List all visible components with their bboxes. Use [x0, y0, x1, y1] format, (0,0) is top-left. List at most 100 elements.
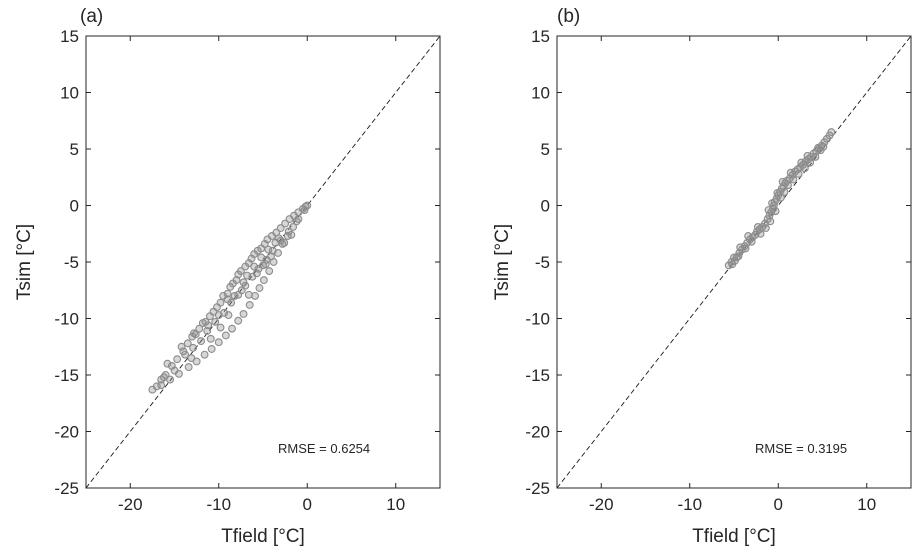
panel-b-data-point-73	[736, 243, 745, 252]
panel-a-data-point-18	[223, 289, 232, 298]
panel-a-x-ticks: -20 -10 0 10	[118, 36, 405, 514]
panel-b-y-tick-label: -5	[535, 253, 550, 272]
panel-a-data-point-92	[159, 373, 168, 382]
panel-b-data-point-72	[744, 232, 753, 240]
panel-a-data-point-102	[224, 311, 233, 320]
panel-a-data-point-83	[257, 253, 266, 262]
panel-b-data-point-69	[819, 142, 828, 151]
panel-b-y-tick-label: 15	[531, 27, 550, 46]
panel-a-y-axis-label: Tsim [°C]	[14, 224, 35, 300]
panel-b-x-ticks: -20 -10 0 10	[589, 36, 876, 514]
panel-b-y-tick-label: -25	[525, 479, 550, 498]
panel-b-data-point-63	[773, 189, 782, 198]
panel-b-data-point-58	[800, 164, 809, 173]
panel-b: (b) -20 -10 0 10 15 10 5 0 -5 -10 -15 -20 -25 Tfiel…	[492, 6, 912, 547]
panel-a-data-point-93	[177, 342, 186, 351]
panel-b-y-tick-label: -15	[525, 366, 550, 385]
panel-b-data-point-71	[753, 223, 762, 231]
panel-b-y-tick-label: -10	[525, 310, 550, 329]
panel-b-data-point-45	[771, 207, 780, 216]
panel-b-label: (b)	[557, 6, 580, 27]
panel-b-y-ticks: 15 10 5 0 -5 -10 -15 -20 -25	[525, 27, 911, 498]
panel-a-data-point-80	[292, 217, 301, 226]
panel-a-data-point-90	[181, 350, 190, 359]
panel-b-data-point-59	[806, 158, 815, 167]
panel-b-x-axis-label: Tfield [°C]	[692, 526, 776, 547]
panel-a-data-point-82	[250, 262, 259, 271]
panel-a-x-axis-label: Tfield [°C]	[221, 526, 305, 547]
panel-a-y-tick-label: -20	[54, 423, 79, 442]
panel-b-y-tick-label: 0	[541, 197, 550, 216]
panel-b-data-point-60	[811, 152, 820, 161]
panel-a-data-point-65	[157, 381, 166, 390]
panel-a-data-point-100	[252, 269, 261, 278]
panel-a-data-point-107	[244, 290, 253, 299]
panel-a-data-point-16	[216, 298, 225, 307]
panel-a-rmse-annotation: RMSE = 0.6254	[278, 441, 370, 456]
panel-b-x-tick-label: -10	[677, 495, 702, 514]
panel-a-data-point-53	[245, 300, 254, 309]
panel-b-data-point-66	[803, 151, 812, 160]
panel-b-data-point-57	[794, 169, 803, 178]
panel-b-y-axis-label: Tsim [°C]	[492, 224, 513, 300]
panel-a-data-point-109	[274, 234, 283, 243]
panel-b-x-tick-label: -20	[589, 495, 614, 514]
panel-a-data-point-87	[223, 295, 232, 304]
panel-b-data-point-48	[756, 229, 765, 238]
panel-a-data-point-55	[234, 316, 243, 325]
panel-a-x-tick-label: -10	[206, 495, 231, 514]
panel-b-data-point-56	[789, 175, 798, 184]
panel-b-data-point-65	[797, 158, 806, 167]
panel-a-data-point-99	[267, 252, 275, 261]
panel-a-data-point-103	[216, 323, 225, 332]
panel-b-y-tick-label: 10	[531, 84, 550, 103]
panel-b-data-point-49	[747, 237, 756, 246]
panel-a-data-point-81	[243, 271, 252, 280]
panel-a-label: (a)	[80, 6, 103, 27]
panel-a-data-point-42	[300, 206, 309, 214]
panel-a-data-point-105	[239, 278, 248, 287]
panel-a-data-point-7	[183, 339, 192, 348]
panel-a-data-point-97	[280, 238, 289, 247]
panel-a-data-point-69	[211, 317, 220, 326]
panel-a-data-point-101	[237, 286, 246, 295]
panel-a-data-point-59	[207, 345, 216, 353]
panel-a-data-point-86	[230, 291, 239, 300]
panel-b-data-point-70	[764, 206, 773, 214]
panel-b-data-point-54	[780, 187, 789, 196]
panel-b-data-point-44	[827, 128, 836, 137]
panel-a-data-point-68	[203, 326, 212, 335]
panel-a-data-point-56	[228, 324, 236, 333]
panel-a-y-tick-label: 5	[70, 140, 79, 159]
panel-b-points	[724, 128, 836, 270]
panel-a-data-point-49	[265, 267, 274, 275]
panel-a-data-point-57	[221, 331, 230, 340]
panel-a-data-point-60	[200, 350, 209, 359]
panel-a-x-tick-label: 0	[303, 495, 312, 514]
panel-b-data-point-46	[766, 217, 775, 226]
panel-b-rmse-annotation: RMSE = 0.3195	[755, 441, 847, 456]
panel-b-y-tick-label: 5	[541, 140, 550, 159]
panel-b-y-tick-label: -20	[525, 423, 550, 442]
panel-a-data-point-94	[190, 329, 198, 338]
panel-a-y-tick-label: -15	[54, 366, 79, 385]
panel-b-data-point-64	[768, 199, 777, 208]
panel-b-data-point-62	[778, 177, 787, 186]
panel-a-data-point-62	[184, 363, 193, 372]
panel-a-data-point-67	[197, 337, 206, 346]
panel-a-data-point-91	[170, 366, 179, 375]
panel-a-data-point-54	[239, 310, 248, 318]
panel-a-data-point-84	[264, 245, 273, 254]
panel-a-data-point-98	[287, 230, 296, 239]
panel-a-data-point-95	[163, 359, 172, 368]
panel-a-data-point-21	[232, 276, 241, 285]
panel-b-data-point-74	[730, 256, 739, 265]
panel-a-data-point-58	[214, 338, 223, 347]
panel-a-y-tick-label: -5	[64, 253, 79, 272]
panel-a-x-tick-label: -20	[118, 495, 143, 514]
panel-b-x-tick-label: 0	[774, 495, 783, 514]
panel-a-y-tick-label: 0	[70, 197, 79, 216]
panel-a-data-point-5	[173, 355, 182, 364]
